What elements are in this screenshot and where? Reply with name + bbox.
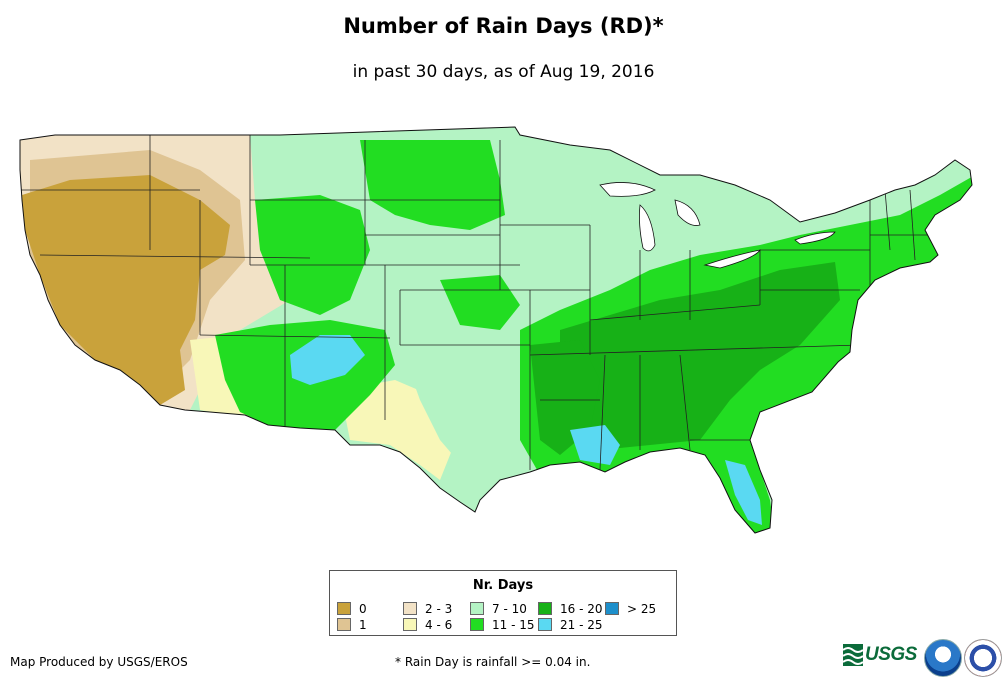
legend-swatch (470, 618, 484, 631)
legend-item: > 25 (605, 602, 656, 616)
great-lakes (599, 182, 836, 269)
legend-swatch (337, 618, 351, 631)
legend-label: 11 - 15 (492, 618, 535, 632)
region-21-25-fl (725, 460, 762, 525)
rain-region-fills (20, 135, 972, 533)
region-21-25-nm (290, 335, 365, 385)
region-16-20-lowerms (530, 340, 600, 455)
us-outline (19, 126, 973, 534)
region-11-15-plains (255, 195, 370, 315)
usgs-wordmark: USGS (865, 644, 917, 665)
rain-days-map (19, 126, 973, 534)
legend-label: 0 (359, 602, 367, 616)
legend-swatch (403, 618, 417, 631)
region-21-25-gulf (570, 425, 620, 465)
usgs-wave-icon (843, 644, 863, 666)
legend-label: 16 - 20 (560, 602, 603, 616)
state-boundaries (20, 135, 935, 471)
legend-swatch (538, 618, 552, 631)
legend-swatch (538, 602, 552, 615)
legend-item: 1 (337, 618, 367, 632)
region-7-10-tx (400, 340, 520, 480)
legend-swatch (337, 602, 351, 615)
noaa-emblem-icon (924, 639, 962, 677)
region-16-20-southeast (560, 262, 840, 450)
legend-item: 21 - 25 (538, 618, 603, 632)
legend-item: 16 - 20 (538, 602, 603, 616)
map-title: Number of Rain Days (RD)* (343, 14, 664, 38)
region-0-west (22, 175, 230, 405)
legend-label: 4 - 6 (425, 618, 453, 632)
legend-item: 11 - 15 (470, 618, 535, 632)
legend-label: 1 (359, 618, 367, 632)
rain-day-footnote: * Rain Day is rainfall >= 0.04 in. (395, 655, 591, 669)
region-7-10-upper-midwest (500, 170, 640, 255)
map-credit: Map Produced by USGS/EROS (10, 655, 188, 669)
legend: Nr. Days 0 1 2 - 3 4 - 6 7 - 10 11 - 15 … (329, 570, 677, 636)
legend-label: > 25 (627, 602, 657, 616)
legend-label: 7 - 10 (492, 602, 527, 616)
legend-swatch (605, 602, 619, 615)
usgs-logo: USGS (843, 642, 917, 668)
legend-item: 4 - 6 (403, 618, 452, 632)
map-subtitle: in past 30 days, as of Aug 19, 2016 (352, 62, 655, 82)
legend-item: 7 - 10 (470, 602, 527, 616)
legend-swatch (470, 602, 484, 615)
legend-swatch (403, 602, 417, 615)
legend-label: 2 - 3 (425, 602, 453, 616)
legend-label: 21 - 25 (560, 618, 603, 632)
legend-item: 2 - 3 (403, 602, 452, 616)
legend-title: Nr. Days (472, 578, 534, 593)
region-11-15-northplains (360, 140, 505, 230)
nws-emblem-icon (964, 639, 1002, 677)
legend-item: 0 (337, 602, 367, 616)
